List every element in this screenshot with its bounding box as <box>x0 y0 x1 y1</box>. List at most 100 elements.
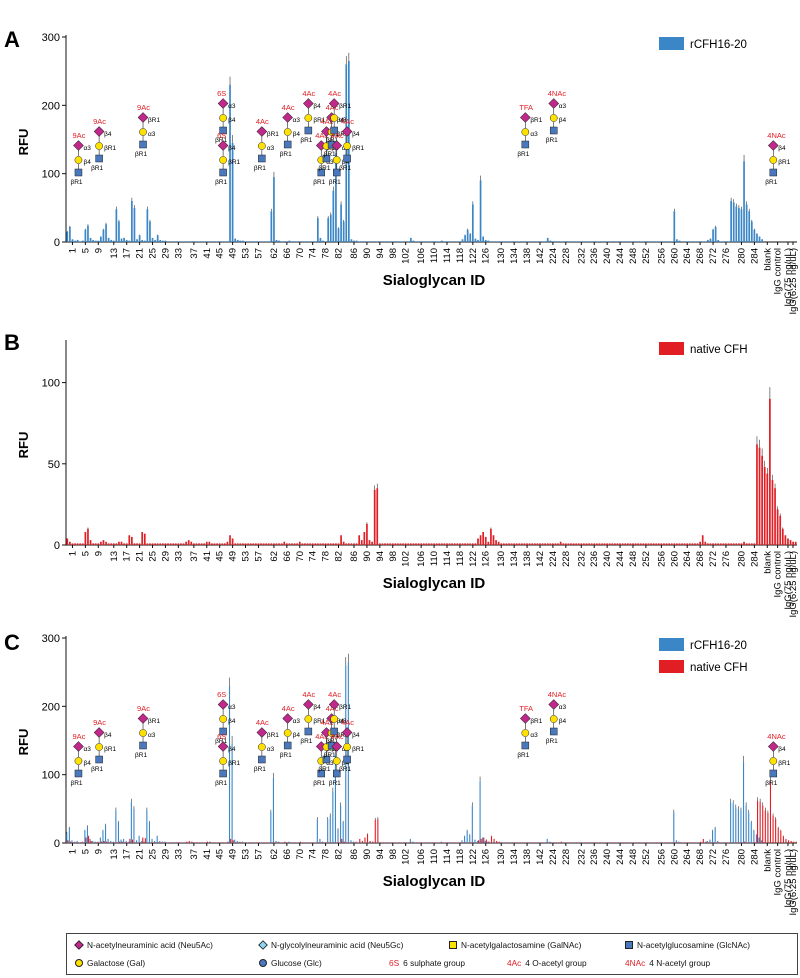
x-tick-label: IgG(75 ng/uL) <box>783 849 794 908</box>
x-tick-label: 90 <box>362 551 373 562</box>
neu5ac-icon <box>73 140 84 151</box>
glycan-mod-label: 4NAc <box>767 732 786 741</box>
glycan-mod-label: 9Ac <box>72 131 85 140</box>
bar-native-cfh <box>267 543 270 545</box>
glcnac-icon <box>769 769 778 778</box>
x-tick-label: 118 <box>455 248 466 263</box>
bar-rcfh <box>681 842 683 843</box>
bar-native-cfh <box>657 543 660 545</box>
bar-native-cfh <box>795 841 797 843</box>
bar-native-cfh <box>359 838 361 843</box>
bar-native-cfh <box>418 842 420 843</box>
bar-native-cfh <box>292 842 294 843</box>
mod-code-4nac: 4NAc <box>625 958 646 968</box>
legend-swatch <box>659 342 684 355</box>
bar-native-cfh <box>449 842 451 843</box>
bar-native-cfh <box>434 842 436 843</box>
bar-rcfh <box>290 842 293 843</box>
bar-native-cfh <box>188 840 190 843</box>
mod-code-6s: 6S <box>389 958 400 968</box>
bar-native-cfh <box>428 842 431 843</box>
yellow-square-icon <box>449 941 457 949</box>
bar-rcfh <box>487 841 489 843</box>
bar-native-cfh <box>784 535 787 545</box>
linkage-label: α3 <box>331 732 339 739</box>
legend-item-glcnac: N-acetylglucosamine (GlcNAc) <box>625 940 750 950</box>
bar-native-cfh <box>301 543 304 545</box>
bar-rcfh <box>161 841 163 843</box>
bar-native-cfh <box>128 535 131 545</box>
bar-rcfh <box>236 239 239 242</box>
bar-native-cfh <box>694 543 696 545</box>
glycan-mod-label: 6S <box>217 131 226 140</box>
bar-rcfh <box>634 842 636 843</box>
bar-native-cfh <box>247 543 249 545</box>
bar-rcfh <box>458 842 460 843</box>
bar-rcfh <box>197 842 200 843</box>
x-tick-label: 29 <box>160 551 171 562</box>
bar-native-cfh <box>757 800 759 843</box>
bar-rcfh <box>148 822 150 843</box>
x-tick-label: 78 <box>321 849 332 860</box>
bar-native-cfh <box>589 842 591 843</box>
x-tick-label: 45 <box>215 551 226 562</box>
bar-rcfh <box>252 241 255 242</box>
bar-rcfh <box>539 241 541 242</box>
bar-rcfh <box>371 842 373 843</box>
bar-native-cfh <box>639 543 642 545</box>
bar-native-cfh <box>537 842 539 843</box>
bar-native-cfh <box>204 842 206 843</box>
bar-native-cfh <box>337 543 340 545</box>
x-tick-label: 86 <box>349 849 360 860</box>
mod-label-4nac: 4 N-acetyl group <box>649 958 711 968</box>
linkage-label: β4 <box>104 732 112 739</box>
bar-rcfh <box>725 241 727 242</box>
bar-rcfh <box>391 842 393 843</box>
linkage-label: βR1 <box>778 760 790 767</box>
bar-rcfh <box>371 241 373 242</box>
bar-rcfh <box>520 842 522 843</box>
bar-native-cfh <box>653 842 655 843</box>
bar-native-cfh <box>312 842 314 843</box>
bar-native-cfh <box>149 543 151 545</box>
bar-native-cfh <box>201 842 203 843</box>
x-tick-label: 248 <box>628 551 639 567</box>
bar-native-cfh <box>577 543 580 545</box>
bar-rcfh <box>166 842 169 843</box>
bar-rcfh <box>229 84 231 242</box>
y-tick-label: 100 <box>42 770 60 782</box>
glycan-mod-label: 9Ac <box>93 117 106 126</box>
bar-rcfh <box>159 840 161 843</box>
bar-rcfh <box>291 241 293 242</box>
bar-native-cfh <box>546 543 549 545</box>
bar-rcfh <box>637 842 639 843</box>
glcnac-icon <box>283 741 292 750</box>
bar-rcfh <box>551 842 553 843</box>
bar-rcfh <box>526 241 528 242</box>
bar-native-cfh <box>147 842 149 843</box>
bar-rcfh <box>650 241 652 242</box>
glycan-mod-label: 4Ac <box>320 117 333 126</box>
bar-rcfh <box>722 241 725 242</box>
bar-native-cfh <box>475 842 477 843</box>
bar-rcfh <box>363 842 365 843</box>
bar-native-cfh <box>462 842 464 843</box>
x-tick-label: 86 <box>349 248 360 259</box>
linkage-label: β4 <box>228 145 236 152</box>
glycan-mod-label: 4Ac <box>282 103 295 112</box>
bar-native-cfh <box>421 842 423 843</box>
bar-native-cfh <box>408 842 410 843</box>
neu5ac-icon <box>93 727 105 738</box>
bar-native-cfh <box>456 543 459 545</box>
bar-rcfh <box>87 225 89 242</box>
linkage-label: α3 <box>339 718 347 725</box>
x-tick-label: 21 <box>135 551 146 562</box>
bar-native-cfh <box>710 842 712 843</box>
bar-rcfh <box>270 812 272 843</box>
bar-rcfh <box>652 842 654 843</box>
glcnac-icon <box>304 126 313 135</box>
